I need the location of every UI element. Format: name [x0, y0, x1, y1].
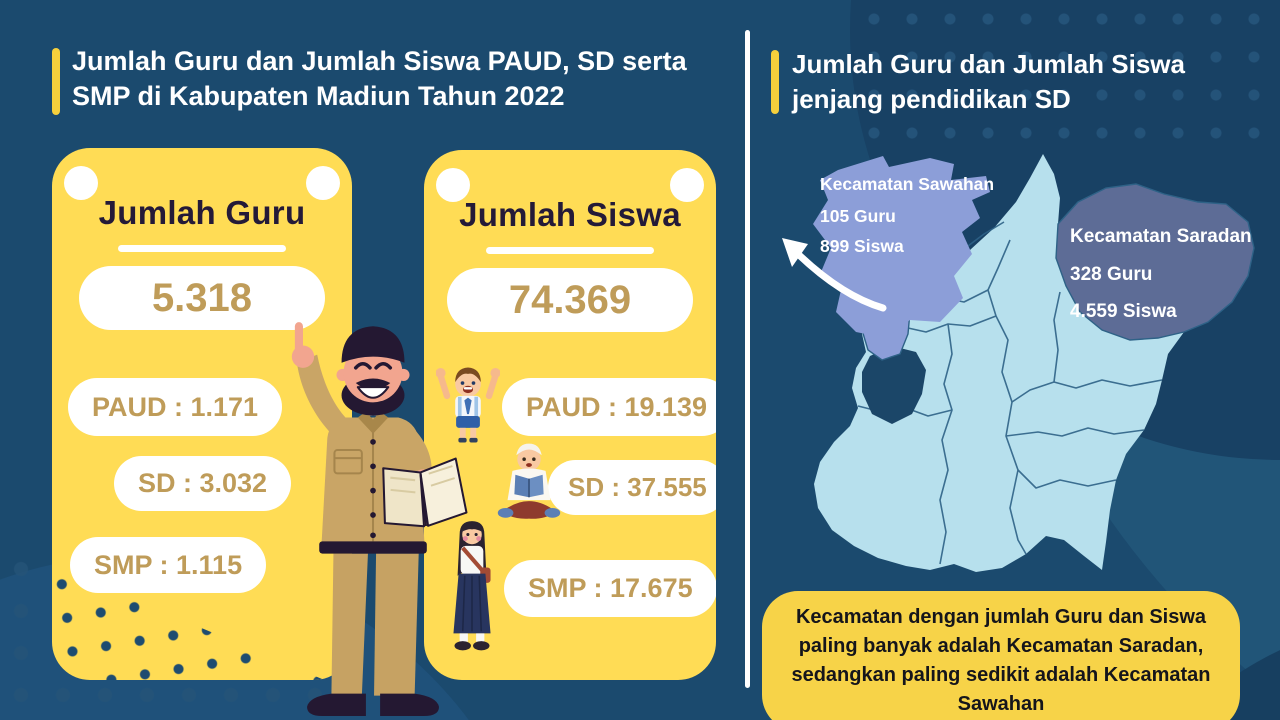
teacher-illustration — [291, 322, 468, 716]
callout-arrowhead — [782, 238, 808, 267]
card-corner-circle — [64, 166, 98, 200]
conclusion-note: Kecamatan dengan jumlah Guru dan Siswa p… — [762, 591, 1240, 720]
siswa-sd-pill: SD : 37.555 — [548, 460, 716, 515]
siswa-card: Jumlah Siswa 74.369 PAUD : 19.139 SD : 3… — [424, 150, 716, 680]
sawahan-label-siswa: 899 Siswa — [820, 236, 904, 256]
madiun-district-map: Kecamatan Sawahan 105 Guru 899 Siswa Kec… — [782, 154, 1255, 572]
saradan-label-guru: 328 Guru — [1070, 264, 1152, 285]
card-corner-circle — [670, 168, 704, 202]
dark-district — [862, 346, 926, 424]
siswa-smp-pill: SMP : 17.675 — [504, 560, 716, 617]
siswa-total-value: 74.369 — [447, 268, 693, 332]
reading-student-illustration — [497, 443, 561, 519]
siswa-card-title: Jumlah Siswa — [459, 196, 681, 233]
guru-total-value: 5.318 — [79, 266, 325, 330]
saradan-label-name: Kecamatan Saradan — [1070, 226, 1252, 247]
card-title-underline — [118, 245, 286, 252]
guru-card: Jumlah Guru 5.318 PAUD : 1.171 SD : 3.03… — [52, 148, 352, 680]
card-corner-circle — [436, 168, 470, 202]
cheering-student-illustration — [436, 367, 500, 443]
dot-pattern — [855, 0, 1280, 165]
saradan-district — [1055, 183, 1255, 341]
card-title-underline — [486, 247, 654, 254]
sawahan-enlarged-shape — [813, 156, 990, 338]
card-corner-circle — [306, 166, 340, 200]
title-accent-bar — [52, 48, 60, 115]
right-section-title: Jumlah Guru dan Jumlah Siswa jenjang pen… — [792, 49, 1185, 114]
sawahan-label-guru: 105 Guru — [820, 206, 896, 226]
saradan-label-siswa: 4.559 Siswa — [1070, 301, 1177, 322]
title-accent-bar — [771, 50, 779, 114]
callout-arrow — [794, 250, 887, 312]
sawahan-label-name: Kecamatan Sawahan — [820, 174, 994, 194]
girl-student-illustration — [453, 521, 491, 651]
guru-smp-pill: SMP : 1.115 — [70, 537, 267, 593]
guru-paud-pill: PAUD : 1.171 — [68, 378, 283, 436]
left-section-title: Jumlah Guru dan Jumlah Siswa PAUD, SD se… — [72, 46, 687, 112]
section-divider — [745, 30, 750, 688]
guru-card-title: Jumlah Guru — [98, 194, 306, 231]
guru-sd-pill: SD : 3.032 — [114, 456, 292, 511]
siswa-paud-pill: PAUD : 19.139 — [502, 378, 716, 436]
